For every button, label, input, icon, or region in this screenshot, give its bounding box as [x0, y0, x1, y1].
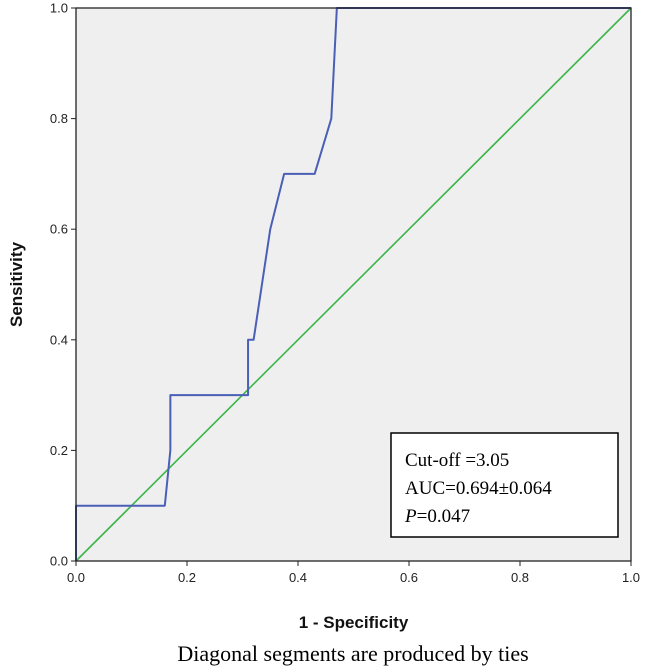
y-tick-label: 0.6	[50, 222, 68, 237]
y-axis-title: Sensitivity	[7, 241, 26, 327]
stats-annotation-box: Cut-off =3.05 AUC=0.694±0.064 P=0.047	[390, 432, 619, 538]
x-tick-label: 0.2	[178, 570, 196, 585]
y-tick-label: 1.0	[50, 1, 68, 16]
x-tick-label: 1.0	[622, 570, 640, 585]
x-tick-label: 0.4	[289, 570, 307, 585]
p-symbol: P	[404, 506, 417, 527]
plot-frame	[75, 7, 632, 562]
chart-footnote: Diagonal segments are produced by ties	[177, 641, 528, 666]
annotation-p-value: P=0.047	[404, 506, 470, 527]
y-tick-label: 0.4	[50, 332, 68, 347]
annotation-frame	[390, 432, 619, 538]
x-tick-label: 0.0	[67, 570, 85, 585]
annotation-cutoff: Cut-off =3.05	[405, 450, 509, 471]
x-axis-title: 1 - Specificity	[299, 613, 409, 632]
x-axis-ticks: 0.0 0.2 0.4 0.6 0.8 1.0	[67, 561, 640, 585]
y-tick-label: 0.0	[50, 554, 68, 569]
y-tick-label: 0.8	[50, 111, 68, 126]
y-axis-ticks: 0.0 0.2 0.4 0.6 0.8 1.0	[50, 1, 76, 569]
roc-curve-line	[75, 7, 631, 561]
p-value: =0.047	[417, 506, 470, 527]
annotation-auc: AUC=0.694±0.064	[405, 478, 552, 499]
series-layer	[75, 7, 632, 562]
x-tick-label: 0.6	[400, 570, 418, 585]
y-tick-label: 0.2	[50, 443, 68, 458]
x-tick-label: 0.8	[511, 570, 529, 585]
